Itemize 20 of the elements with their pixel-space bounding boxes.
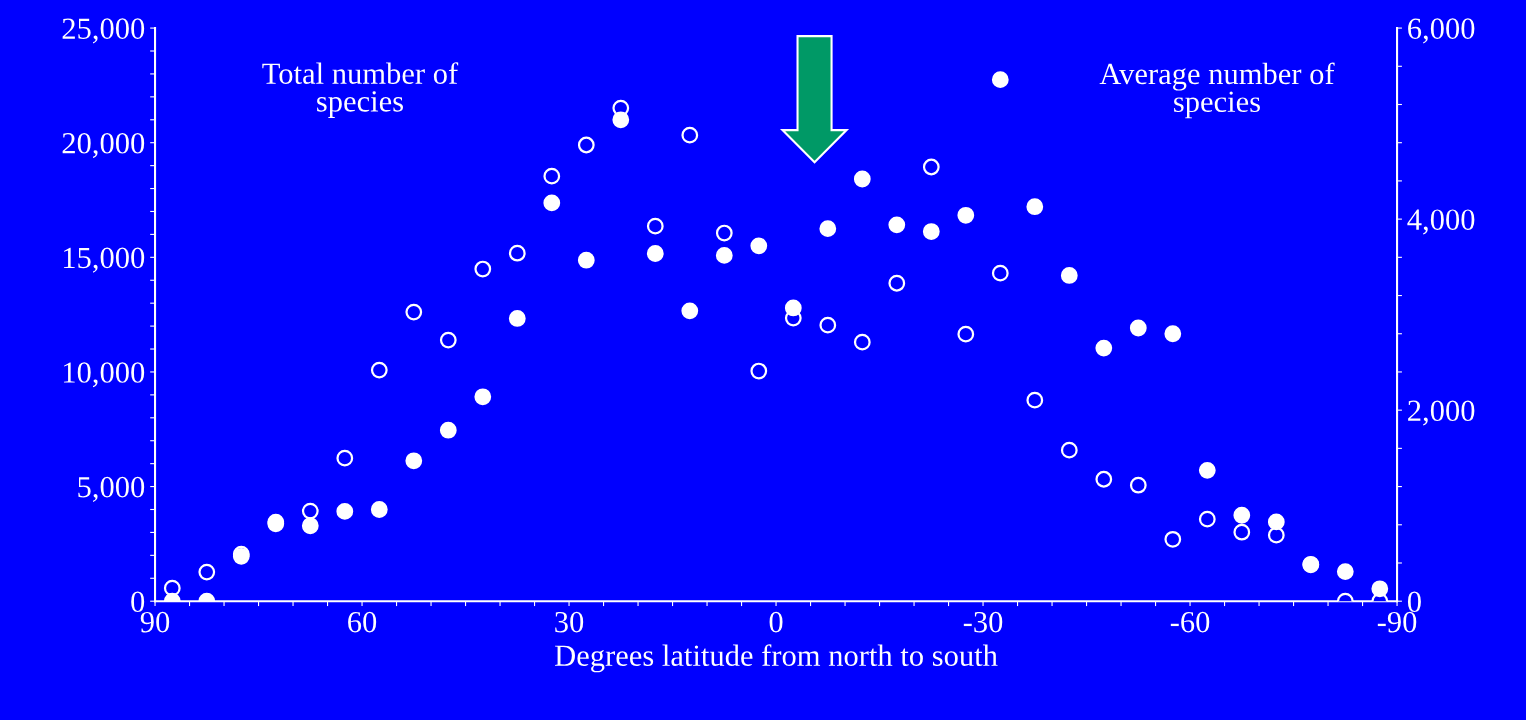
x-tick-label: 60 — [348, 611, 377, 633]
y-tick-label: 0 — [131, 591, 145, 613]
x-tick-label: -60 — [1170, 611, 1210, 633]
x-tick-label: 0 — [769, 611, 783, 633]
x-tick-label: 30 — [555, 611, 584, 633]
y-tick-label: 25,000 — [62, 18, 145, 44]
x-axis-title: Degrees latitude from north to south — [555, 644, 998, 673]
y-tick-label: 20,000 — [62, 132, 145, 158]
y-tick-label: 5,000 — [78, 476, 145, 502]
y2-tick-label: 6,000 — [1408, 18, 1475, 44]
y2-tick-label: 4,000 — [1407, 209, 1475, 235]
x-tick-label: -30 — [963, 611, 1003, 633]
y2-tick-label: 2,000 — [1408, 400, 1475, 426]
y-tick-label: 10,000 — [63, 362, 145, 388]
annotation: Average number of species — [1099, 62, 1335, 119]
annotation: Total number of species — [262, 62, 459, 118]
y2-tick-label: 0 — [1407, 591, 1421, 613]
y-tick-label: 15,000 — [63, 247, 145, 273]
x-tick-label: -90 — [1377, 611, 1417, 633]
x-tick-label: 90 — [140, 611, 170, 633]
